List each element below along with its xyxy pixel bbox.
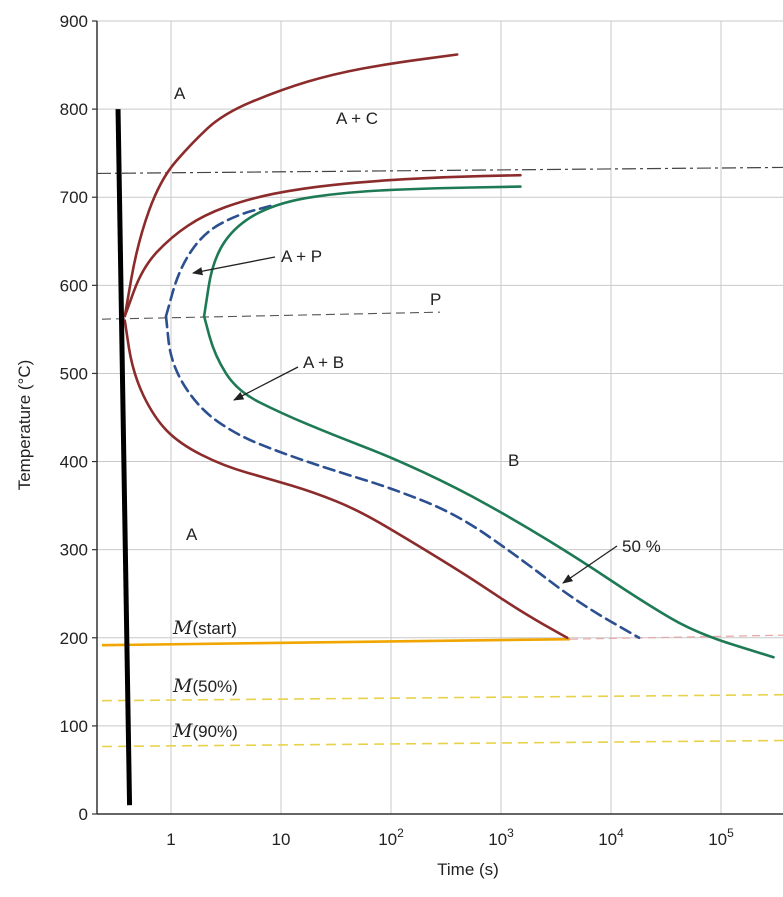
martensite-lines — [96, 166, 783, 748]
m-line-dashed — [101, 693, 783, 702]
y-axis-title: Temperature (°C) — [15, 360, 34, 491]
y-tick-label: 300 — [60, 541, 88, 560]
series-curve-6 — [202, 314, 775, 659]
series-curve-1 — [123, 173, 522, 318]
y-tick-label: 100 — [60, 717, 88, 736]
x-tick-label: 103 — [488, 826, 514, 849]
m-line-dashed — [101, 739, 783, 748]
series-curve-4 — [164, 314, 641, 640]
label-m-50: M(50%) — [172, 675, 238, 697]
x-tick-label: 102 — [378, 826, 404, 849]
y-tick-label: 200 — [60, 629, 88, 648]
nose-temperature-line — [101, 311, 441, 320]
curves — [115, 53, 775, 806]
x-tick-label: 105 — [708, 826, 734, 849]
region-label-b: B — [508, 451, 519, 470]
tick-labels: 0 100 200 300 400 500 600 700 800 900 1 10 102 103 104… — [60, 12, 734, 849]
y-tick-label: 800 — [60, 100, 88, 119]
x-tick-label: 104 — [598, 826, 624, 849]
axes — [96, 21, 783, 815]
cooling-path-line — [115, 109, 133, 806]
region-label-a-bottom: A — [186, 525, 198, 544]
arrow-a-plus-p — [191, 256, 276, 276]
m-line-solid — [101, 637, 571, 647]
region-label-p: P — [430, 290, 441, 309]
y-tick-label: 500 — [60, 364, 88, 383]
x-tick-label: 10 — [272, 830, 291, 849]
arrow-fifty-percent — [562, 545, 618, 584]
region-label-a-plus-p: A + P — [281, 247, 322, 266]
label-m-start: M(start) — [172, 617, 237, 639]
series-curve-0 — [123, 53, 459, 318]
y-tick-label: 900 — [60, 12, 88, 31]
series-curve-3 — [164, 204, 272, 318]
region-label-a-plus-c: A + C — [336, 109, 378, 128]
label-fifty-percent: 50 % — [622, 537, 661, 556]
series-curve-5 — [202, 185, 522, 318]
region-label-a-top: A — [174, 84, 186, 103]
y-tick-label: 400 — [60, 453, 88, 472]
arrow-a-plus-b — [233, 366, 299, 401]
y-tick-label: 0 — [79, 805, 88, 824]
m-line-dashed — [569, 634, 783, 640]
x-axis-title: Time (s) — [437, 860, 499, 879]
grid — [97, 20, 783, 815]
eutectoid-line — [96, 166, 783, 175]
label-m-90: M(90%) — [172, 720, 238, 742]
region-label-a-plus-b: A + B — [303, 353, 344, 372]
series-curve-2 — [123, 319, 569, 640]
y-tick-label: 700 — [60, 188, 88, 207]
x-tick-label: 1 — [166, 830, 175, 849]
y-tick-label: 600 — [60, 276, 88, 295]
